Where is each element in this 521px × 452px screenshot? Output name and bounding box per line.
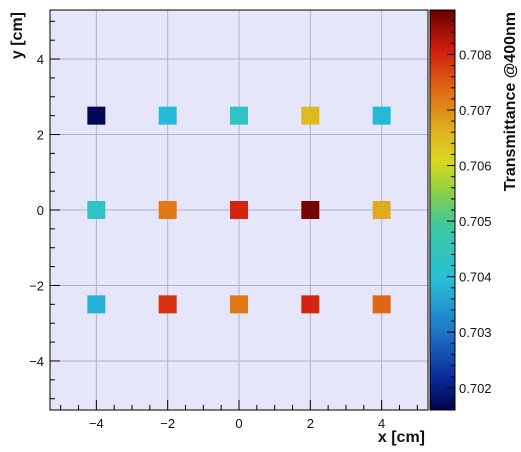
colorbar-tick-label: 0.708 <box>459 47 492 62</box>
data-point <box>87 106 106 125</box>
data-point <box>87 295 106 314</box>
colorbar-tick-label: 0.702 <box>459 381 492 396</box>
y-axis-ticks <box>50 20 60 400</box>
colorbar-tick-label: 0.707 <box>459 103 492 118</box>
colorbar-tick-label: 0.706 <box>459 159 492 174</box>
x-tick-label: 4 <box>378 416 385 431</box>
data-point <box>372 106 391 125</box>
colorbar-title: Transmittance @400nm <box>502 12 519 191</box>
x-axis-title: x [cm] <box>378 429 425 446</box>
colorbar-tick-label: 0.704 <box>459 270 492 285</box>
x-tick-label: 2 <box>307 416 314 431</box>
data-point <box>230 106 248 125</box>
y-tick-label: 0 <box>37 203 44 218</box>
y-tick-label: 4 <box>37 52 44 67</box>
data-point <box>158 295 177 314</box>
colorbar-ticks <box>447 9 455 411</box>
data-point <box>301 201 320 219</box>
data-point <box>87 201 106 219</box>
data-point <box>301 295 320 314</box>
x-tick-labels: −4 −2 0 2 4 <box>89 416 385 431</box>
colorbar-tick-labels: 0.702 0.703 0.704 0.705 0.706 0.707 0.70… <box>459 47 492 395</box>
y-tick-labels: −4 −2 0 2 4 <box>29 52 44 369</box>
data-point <box>301 106 320 125</box>
y-tick-label: 2 <box>37 128 44 143</box>
data-point <box>230 201 248 219</box>
y-tick-label: −2 <box>29 278 44 293</box>
data-point <box>372 295 391 314</box>
colorbar-tick-label: 0.705 <box>459 214 492 229</box>
x-tick-label: −4 <box>89 416 104 431</box>
data-point <box>158 201 177 219</box>
colorbar-tick-label: 0.703 <box>459 325 492 340</box>
data-point <box>158 106 177 125</box>
data-point <box>230 295 248 314</box>
x-axis-ticks <box>60 400 418 410</box>
x-tick-label: −2 <box>160 416 175 431</box>
x-tick-label: 0 <box>235 416 242 431</box>
data-point <box>372 201 391 219</box>
colorbar <box>429 9 456 411</box>
data-points <box>87 106 391 314</box>
y-axis-title: y [cm] <box>9 12 26 59</box>
y-tick-label: −4 <box>29 354 44 369</box>
